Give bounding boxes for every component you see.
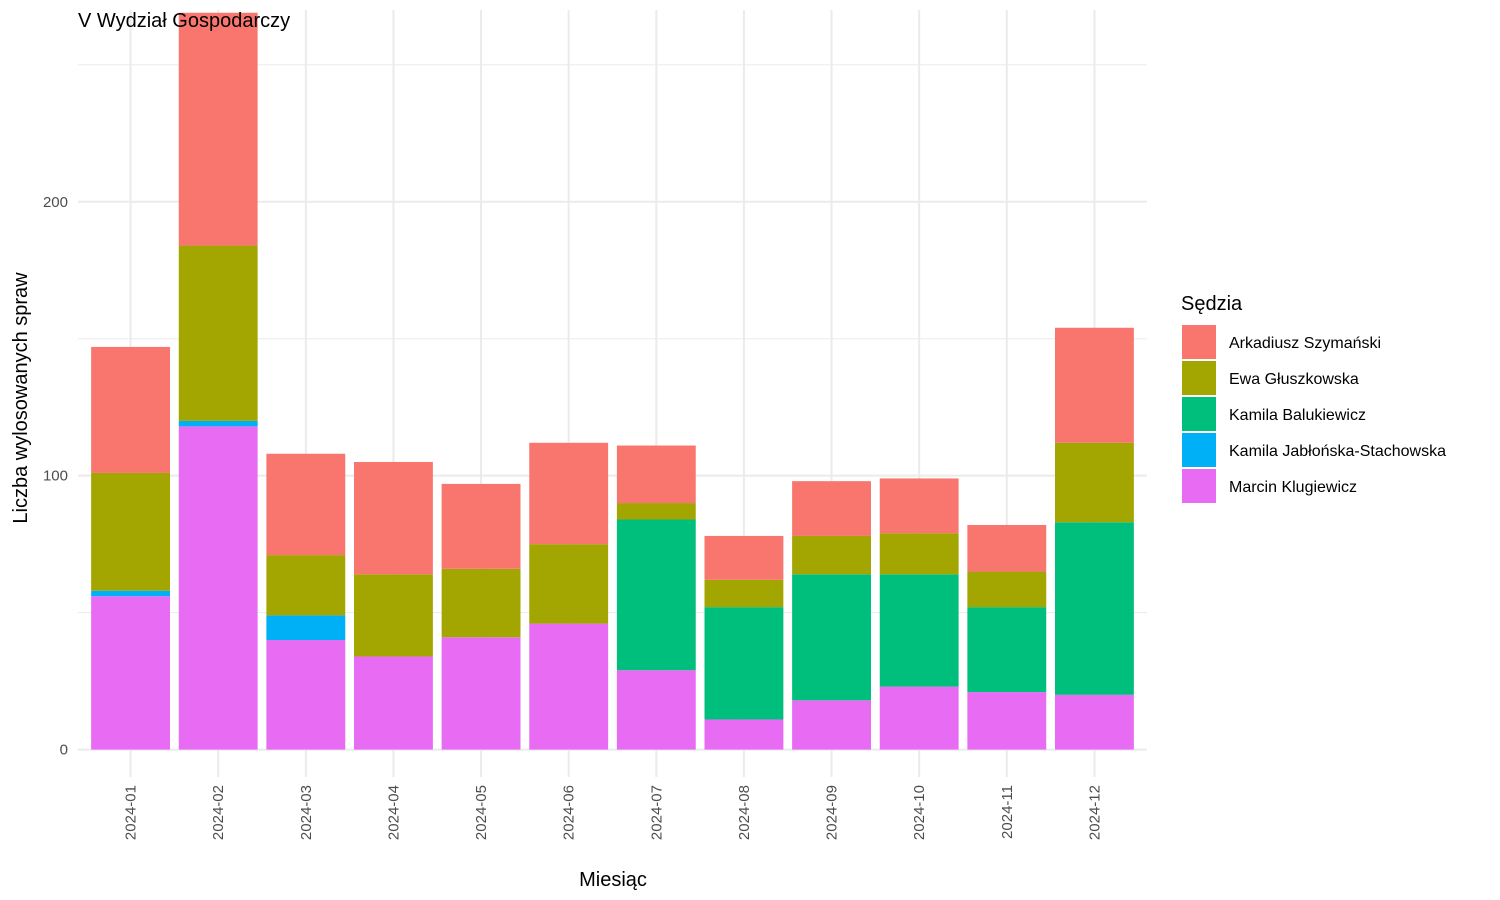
bar-segment	[91, 596, 171, 750]
bar-segment	[441, 483, 521, 569]
legend-label: Marcin Klugiewicz	[1229, 479, 1357, 496]
x-tick-label: 2024-06	[561, 785, 578, 840]
bar-segment	[616, 670, 696, 750]
bar-segment	[354, 461, 433, 575]
bar-segment	[91, 472, 171, 591]
bar-segment	[178, 420, 258, 427]
bar-segment	[792, 700, 871, 750]
legend-swatch	[1182, 397, 1216, 431]
bars	[91, 12, 1134, 750]
bar-segment	[354, 574, 433, 657]
x-axis-ticks: 2024-01 2024-02 2024-03 2024-04 2024-05 2024-…	[123, 785, 1104, 840]
bar-segment	[616, 519, 696, 671]
x-tick-label: 2024-09	[824, 785, 841, 840]
bar-segment	[967, 607, 1047, 693]
bar-segment	[266, 453, 346, 556]
bar-segment	[792, 535, 871, 575]
bar-segment	[792, 574, 871, 701]
legend-label: Kamila Balukiewicz	[1229, 407, 1366, 424]
bar-segment	[967, 524, 1047, 572]
bar-segment	[529, 442, 609, 545]
legend-title: Sędzia	[1181, 293, 1243, 315]
bar-segment	[704, 579, 784, 608]
x-tick-label: 2024-10	[911, 785, 928, 840]
bar-segment	[529, 544, 609, 624]
bar-segment	[879, 478, 959, 534]
bar-segment	[704, 607, 784, 720]
x-tick-label: 2024-07	[648, 785, 665, 840]
legend-label: Arkadiusz Szymański	[1229, 335, 1381, 352]
y-tick-label: 100	[43, 468, 68, 485]
bar-segment	[879, 533, 959, 575]
x-tick-label: 2024-11	[999, 785, 1016, 839]
y-tick-label: 200	[43, 194, 68, 211]
legend-swatch	[1182, 469, 1216, 503]
x-tick-label: 2024-12	[1086, 785, 1103, 840]
x-tick-label: 2024-02	[210, 785, 227, 840]
bar-segment	[178, 426, 258, 750]
bar-segment	[967, 571, 1047, 608]
bar-segment	[1054, 522, 1134, 695]
bar-segment	[704, 535, 784, 580]
bar-segment	[91, 346, 171, 473]
bar-segment	[616, 503, 696, 520]
bar-segment	[266, 615, 346, 641]
bar-segment	[178, 12, 258, 246]
legend-swatch	[1182, 361, 1216, 395]
x-tick-label: 2024-03	[298, 785, 315, 840]
bar-segment	[529, 623, 609, 750]
legend: Sędzia Arkadiusz Szymański Ewa Głuszkowsk…	[1181, 293, 1446, 503]
bar-segment	[879, 686, 959, 750]
legend-swatch	[1182, 433, 1216, 467]
x-tick-label: 2024-05	[473, 785, 490, 840]
bar-segment	[1054, 694, 1134, 750]
y-axis-title: Liczba wylosowanych spraw	[10, 272, 32, 524]
legend-swatch	[1182, 325, 1216, 359]
legend-label: Kamila Jabłońska-Stachowska	[1229, 443, 1446, 460]
bar-segment	[1054, 327, 1134, 443]
bar-segment	[792, 481, 871, 536]
x-tick-label: 2024-08	[736, 785, 753, 840]
bar-segment	[879, 574, 959, 687]
y-tick-label: 0	[60, 742, 68, 759]
bar-segment	[266, 555, 346, 616]
bar-segment	[178, 245, 258, 421]
bar-segment	[1054, 442, 1134, 523]
legend-label: Ewa Głuszkowska	[1229, 371, 1359, 388]
bar-segment	[616, 445, 696, 504]
x-axis-title: Miesiąc	[579, 869, 647, 891]
chart-title: V Wydział Gospodarczy	[78, 10, 290, 32]
bar-segment	[354, 656, 433, 750]
bar-segment	[91, 590, 171, 597]
bar-segment	[704, 719, 784, 750]
y-axis-ticks: 0 100 200	[43, 194, 68, 759]
bar-segment	[967, 692, 1047, 750]
bar-segment	[441, 568, 521, 638]
x-tick-label: 2024-01	[123, 785, 140, 840]
bar-segment	[441, 637, 521, 750]
x-tick-label: 2024-04	[385, 785, 402, 840]
bar-segment	[266, 640, 346, 750]
